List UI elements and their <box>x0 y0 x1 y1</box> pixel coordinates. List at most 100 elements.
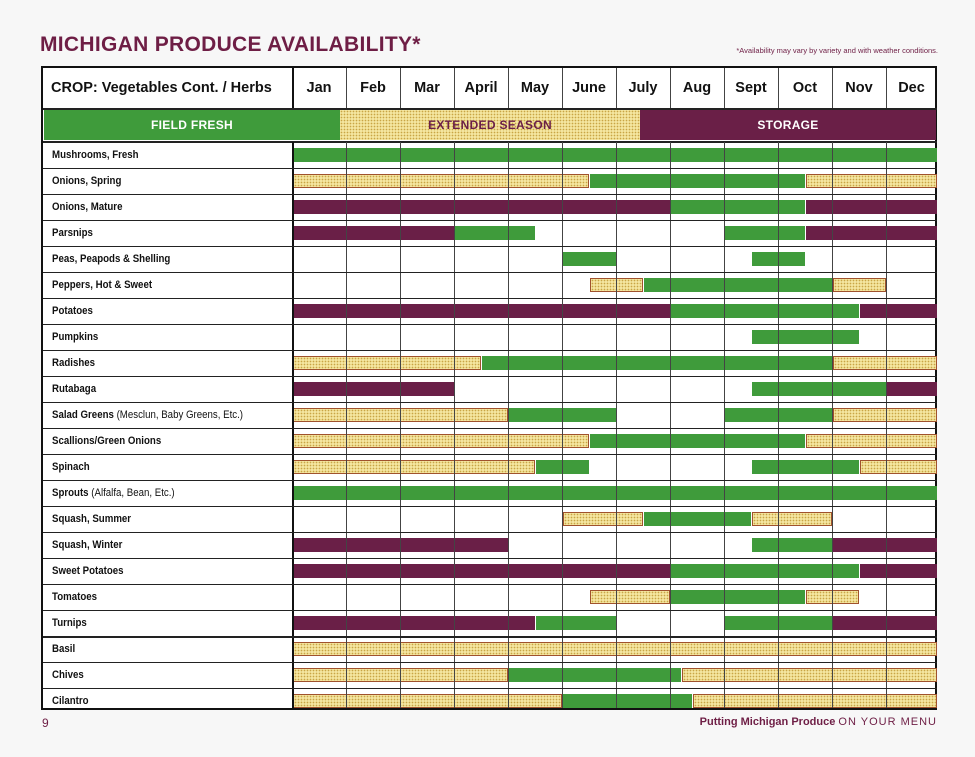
extended-season-bar <box>681 668 937 682</box>
extended-season-bar <box>692 694 937 708</box>
crop-name-text: Radishes <box>52 357 96 369</box>
storage-bar <box>833 616 937 630</box>
grid-line <box>562 142 563 708</box>
field-fresh-bar <box>725 226 805 240</box>
storage-bar <box>293 200 670 214</box>
month-header: April <box>464 80 498 96</box>
month-header: Feb <box>360 80 386 96</box>
grid-line <box>43 584 937 585</box>
grid-line <box>43 636 937 638</box>
grid-line <box>454 142 455 708</box>
grid-line <box>43 532 937 533</box>
crop-name-text: Scallions/Green Onions <box>52 435 162 447</box>
crop-name: Onions, Spring <box>52 168 121 194</box>
month-header: Aug <box>682 80 712 96</box>
storage-bar <box>293 564 670 578</box>
field-fresh-bar <box>509 668 681 682</box>
crop-name: Chives <box>52 662 84 688</box>
crop-name: Mushrooms, Fresh <box>52 142 139 168</box>
grid-line <box>886 68 887 108</box>
grid-line <box>670 68 671 108</box>
grid-line <box>43 402 937 403</box>
grid-line <box>346 68 347 108</box>
extended-season-bar <box>833 278 886 292</box>
extended-season-bar <box>806 434 937 448</box>
availability-footnote: *Availability may vary by variety and wi… <box>736 46 938 55</box>
grid-line <box>43 558 937 559</box>
grid-line <box>43 298 937 299</box>
field-fresh-bar <box>563 694 692 708</box>
extended-season-bar <box>293 356 481 370</box>
grid-line <box>43 428 937 429</box>
page-number: 9 <box>42 716 49 730</box>
extended-season-bar <box>293 434 589 448</box>
storage-bar <box>860 304 937 318</box>
crop-name-text: Onions, Mature <box>52 201 123 213</box>
crop-note-text: (Mesclun, Baby Greens, Etc.) <box>116 409 244 421</box>
grid-line <box>43 246 937 247</box>
crop-name: Potatoes <box>52 298 93 324</box>
crop-name-text: Tomatoes <box>52 591 98 603</box>
crop-name-text: Potatoes <box>52 305 93 317</box>
crop-note-text: (Alfalfa, Bean, Etc.) <box>91 487 175 499</box>
crop-name: Sweet Potatoes <box>52 558 124 584</box>
grid-line <box>346 142 347 708</box>
storage-bar <box>887 382 937 396</box>
crop-name: Turnips <box>52 610 87 636</box>
storage-bar <box>293 382 454 396</box>
grid-line <box>400 142 401 708</box>
crop-name-text: Spinach <box>52 461 90 473</box>
crop-name-text: Chives <box>52 669 84 681</box>
crop-name: Rutabaga <box>52 376 96 402</box>
crop-name-text: Cilantro <box>52 695 89 707</box>
grid-line <box>43 168 937 169</box>
crop-name: Onions, Mature <box>52 194 122 220</box>
crop-name: Cilantro <box>52 688 89 714</box>
extended-season-bar <box>563 512 643 526</box>
month-header: Nov <box>845 80 873 96</box>
extended-season-bar <box>752 512 832 526</box>
grid-line <box>43 350 937 351</box>
legend-extended-season: EXTENDED SEASON <box>340 110 640 140</box>
grid-line <box>43 376 937 377</box>
crop-name-text: Salad Greens <box>52 409 114 421</box>
field-fresh-bar <box>590 174 805 188</box>
field-fresh-bar <box>671 564 859 578</box>
extended-season-bar <box>293 642 937 656</box>
footer-tagline-bold: Putting Michigan Produce <box>699 716 836 728</box>
grid-line <box>778 68 779 108</box>
field-fresh-bar <box>752 538 832 552</box>
crop-name: Radishes <box>52 350 95 376</box>
field-fresh-bar <box>644 512 751 526</box>
crop-name: Squash, Winter <box>52 532 122 558</box>
month-header: Mar <box>414 80 440 96</box>
field-fresh-bar <box>482 356 832 370</box>
grid-line <box>43 141 937 143</box>
legend-field-fresh: FIELD FRESH <box>44 110 340 140</box>
grid-line <box>832 68 833 108</box>
crop-name: Pumpkins <box>52 324 98 350</box>
crop-column-header: CROP: Vegetables Cont. / Herbs <box>51 80 272 96</box>
field-fresh-bar <box>671 590 805 604</box>
field-fresh-bar <box>293 486 937 500</box>
crop-name: Scallions/Green Onions <box>52 428 161 454</box>
field-fresh-bar <box>644 278 832 292</box>
grid-line <box>43 108 937 110</box>
footer-tagline-rest: ON YOUR MENU <box>838 716 937 728</box>
grid-line <box>886 142 887 708</box>
crop-name-text: Pumpkins <box>52 331 99 343</box>
grid-line <box>670 142 671 708</box>
field-fresh-bar <box>293 148 937 162</box>
grid-line <box>454 68 455 108</box>
extended-season-bar <box>833 408 937 422</box>
month-header: July <box>628 80 658 96</box>
crop-name: Basil <box>52 636 75 662</box>
crop-name: Peas, Peapods & Shelling <box>52 246 170 272</box>
month-header: Dec <box>898 80 925 96</box>
grid-line <box>43 506 937 507</box>
grid-line <box>400 68 401 108</box>
field-fresh-bar <box>752 460 859 474</box>
storage-bar <box>293 304 670 318</box>
field-fresh-bar <box>671 304 859 318</box>
extended-season-bar <box>590 590 670 604</box>
